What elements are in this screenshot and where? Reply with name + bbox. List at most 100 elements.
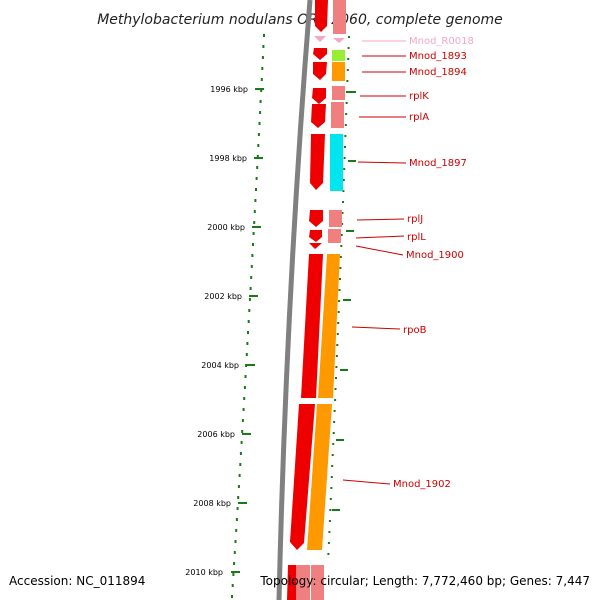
genome-backbone bbox=[276, 0, 313, 600]
gene-feature-rpll[interactable] bbox=[309, 230, 322, 242]
gene-label[interactable]: Mnod_1893 bbox=[409, 51, 467, 62]
tick-label: 1998 kbp bbox=[209, 154, 247, 163]
gene-label[interactable]: rplK bbox=[409, 91, 429, 102]
ring-dot bbox=[344, 146, 346, 148]
gene-label[interactable]: rplL bbox=[407, 232, 426, 243]
gene-label[interactable]: Mnod_1894 bbox=[409, 67, 467, 78]
gene-label[interactable]: Mnod_1900 bbox=[406, 250, 464, 261]
scale-ticks: 1996 kbp 1998 kbp 2000 kbp 2002 kbp 2004… bbox=[185, 85, 264, 577]
ring-dot bbox=[336, 333, 339, 335]
tick: 2000 kbp bbox=[207, 223, 261, 232]
ring-dot bbox=[340, 234, 343, 236]
ring-dot bbox=[331, 454, 334, 456]
ring-dot bbox=[245, 353, 248, 356]
ring-dot bbox=[335, 355, 338, 357]
ring-dot bbox=[347, 47, 350, 49]
ring-dot bbox=[239, 463, 242, 466]
ring-dot bbox=[257, 133, 260, 136]
ring-dot bbox=[337, 311, 340, 313]
ring-dot bbox=[332, 443, 335, 445]
accession-text: Accession: NC_011894 bbox=[9, 574, 146, 588]
ring-dot bbox=[327, 542, 330, 544]
cog-track bbox=[307, 38, 345, 550]
topology-text: Topology: circular; Length: 7,772,460 bp… bbox=[260, 574, 590, 588]
gene-label[interactable]: Mnod_R0018 bbox=[409, 36, 474, 47]
gene-feature-rplk[interactable] bbox=[312, 88, 326, 104]
ring-dot bbox=[343, 157, 346, 159]
gene-feature-mnod-1894[interactable] bbox=[313, 62, 327, 80]
tick: 1998 kbp bbox=[209, 154, 263, 163]
ring-dot bbox=[336, 344, 339, 346]
ring-dot bbox=[255, 177, 258, 180]
ring-dot bbox=[327, 553, 330, 555]
ring-dot bbox=[243, 397, 246, 400]
tick-label: 2008 kbp bbox=[193, 499, 231, 508]
ring-dot bbox=[329, 498, 332, 500]
ring-dot bbox=[347, 58, 350, 60]
ring-dot bbox=[337, 322, 340, 324]
cog-block-rpob bbox=[318, 254, 340, 398]
cog-block-mnod-1893 bbox=[332, 50, 345, 61]
ring-dot bbox=[254, 199, 257, 202]
ring-dot bbox=[232, 573, 235, 576]
ring-dot bbox=[231, 584, 234, 587]
ring-dot bbox=[329, 509, 332, 511]
ring-dot bbox=[246, 342, 249, 345]
leader-lines bbox=[342, 40, 407, 485]
ring-dot bbox=[247, 320, 250, 323]
ring-dot bbox=[260, 89, 263, 92]
ring-dot bbox=[348, 36, 350, 38]
gene-label[interactable]: rplJ bbox=[407, 214, 423, 225]
tick-label: 2004 kbp bbox=[201, 361, 239, 370]
ring-dot bbox=[344, 124, 347, 126]
ring-dot bbox=[240, 441, 243, 444]
cog-block-mnod-r0018 bbox=[333, 38, 345, 43]
gene-label[interactable]: Mnod_1897 bbox=[409, 158, 467, 169]
ring-dot bbox=[261, 56, 264, 59]
ring-dot bbox=[250, 265, 253, 268]
ring-dot bbox=[334, 388, 337, 390]
ring-dot bbox=[346, 91, 348, 93]
gene-feature-rpla[interactable] bbox=[311, 104, 326, 128]
ring-dot bbox=[256, 166, 259, 169]
tick: 2004 kbp bbox=[201, 361, 255, 370]
cog-block-mnod-1902 bbox=[307, 404, 332, 550]
ring-dot bbox=[332, 432, 335, 434]
tick-label: 2000 kbp bbox=[207, 223, 245, 232]
ring-dot bbox=[343, 168, 346, 170]
tick: 2002 kbp bbox=[204, 292, 258, 301]
ring-dot bbox=[260, 78, 263, 81]
map-title: Methylobacterium nodulans ORS 2060, comp… bbox=[97, 12, 503, 28]
gene-feature-mnod-1897[interactable] bbox=[310, 134, 325, 190]
gene-label[interactable]: rpoB bbox=[403, 325, 427, 336]
gene-feature-mnod-1900[interactable] bbox=[309, 243, 322, 249]
ring-dot bbox=[244, 375, 247, 378]
gene-label[interactable]: rplA bbox=[409, 112, 429, 123]
ring-dot bbox=[335, 377, 337, 379]
ring-dot bbox=[342, 201, 344, 203]
gene-feature-mnod-1893[interactable] bbox=[313, 48, 327, 60]
gene-labels: Mnod_R0018 Mnod_1893 Mnod_1894 rplK rplA… bbox=[393, 36, 474, 490]
ring-dot bbox=[339, 256, 342, 258]
ring-dot bbox=[242, 408, 245, 411]
ring-dot bbox=[339, 278, 341, 280]
gene-label[interactable]: Mnod_1902 bbox=[393, 479, 451, 490]
cog-block-mnod-1897 bbox=[330, 134, 343, 191]
ring-dot bbox=[252, 232, 255, 235]
ring-dot bbox=[346, 80, 349, 82]
ring-dot bbox=[236, 507, 239, 510]
ring-dot bbox=[338, 300, 341, 302]
ring-dot bbox=[341, 212, 344, 214]
gene-feature-mnod-1902[interactable] bbox=[290, 404, 315, 550]
tick: 1996 kbp bbox=[210, 85, 264, 94]
ring-dot bbox=[338, 289, 341, 291]
ring-dot bbox=[255, 188, 257, 191]
gene-feature-rpob[interactable] bbox=[301, 254, 323, 398]
gene-feature-mnod-r0018[interactable] bbox=[314, 36, 326, 42]
ring-dot bbox=[248, 298, 251, 301]
ring-dot bbox=[239, 452, 242, 455]
ring-dot bbox=[238, 474, 241, 477]
gene-feature-rplj[interactable] bbox=[309, 210, 323, 227]
ring-dot bbox=[258, 122, 261, 125]
